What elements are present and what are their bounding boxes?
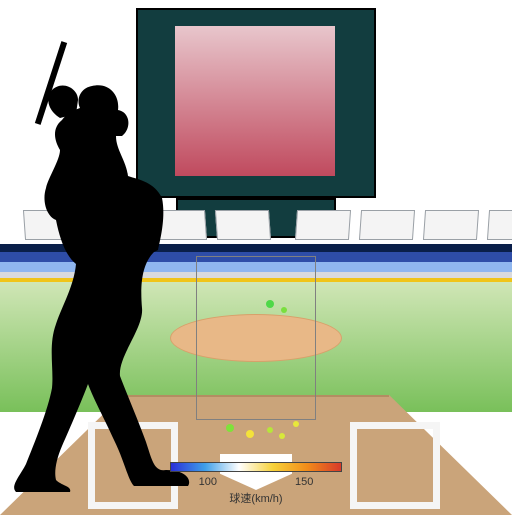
pitch-dot	[281, 307, 287, 313]
colorbar-tick: 100	[194, 476, 222, 488]
batter-box-right-top	[350, 422, 440, 429]
stand-box	[487, 210, 512, 240]
colorbar-tick: 150	[290, 476, 318, 488]
pitch-dot	[279, 433, 285, 439]
colorbar-label: 球速(km/h)	[170, 490, 342, 506]
pitch-dot	[293, 421, 299, 427]
batter-box-right-left	[350, 422, 357, 509]
colorbar-notch	[247, 472, 259, 480]
colorbar	[170, 462, 342, 472]
batter-silhouette	[0, 40, 260, 510]
stand-box	[423, 210, 479, 240]
batter-box-right-bottom	[350, 502, 440, 509]
batter-box-right-right	[433, 422, 440, 509]
stand-box	[359, 210, 415, 240]
stand-box	[295, 210, 351, 240]
pitch-dot	[266, 300, 274, 308]
pitch-dot	[267, 427, 273, 433]
